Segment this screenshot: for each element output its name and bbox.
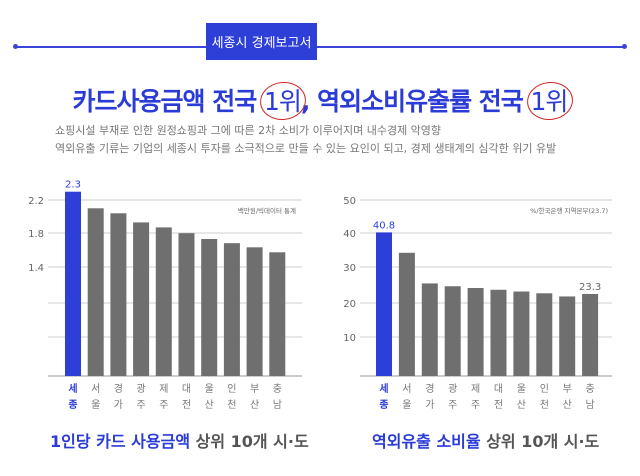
bar-서울	[87, 208, 104, 376]
bar-울산	[201, 239, 218, 376]
bar-울산	[513, 291, 530, 376]
description-line: 쇼핑시설 부재로 인한 원정쇼핑과 그에 따른 2차 소비가 이루어지며 내수경…	[55, 124, 442, 137]
rule-dot	[13, 44, 18, 49]
category-label: 제	[471, 383, 480, 395]
category-label: 울	[402, 399, 411, 411]
data-label: 2.3	[65, 180, 81, 191]
title-highlight: 역외유출 소비율	[372, 432, 481, 451]
rule-dot	[622, 44, 627, 49]
y-tick-label: 20	[343, 299, 356, 310]
category-label: 인	[540, 383, 549, 395]
bar-충남	[582, 293, 599, 376]
category-label: 충	[585, 383, 594, 395]
bar-세종	[376, 232, 392, 376]
category-label: 서	[402, 383, 411, 395]
title-rest: 상위 10개 시·도	[190, 432, 309, 451]
category-label: 주	[159, 400, 168, 411]
category-label: 제	[159, 383, 168, 395]
y-tick-label: 40	[343, 229, 356, 240]
source-note: 백만원/빅데이터 통계	[238, 206, 296, 215]
category-label: 산	[517, 399, 526, 411]
category-label: 천	[540, 399, 549, 411]
category-label: 울	[205, 383, 214, 395]
category-label: 산	[250, 399, 259, 411]
bar-인천	[223, 243, 240, 376]
bar-제주	[467, 288, 484, 376]
category-label: 산	[205, 399, 214, 411]
y-tick-label: 2.2	[28, 196, 44, 207]
bar-경기	[110, 213, 127, 376]
category-label: 대	[182, 383, 191, 395]
bar-인천	[536, 293, 553, 376]
category-label: 경	[114, 382, 123, 395]
category-label: 부	[250, 384, 259, 395]
category-label: 울	[91, 399, 100, 411]
category-label: 경	[425, 382, 434, 395]
category-label: 광	[448, 383, 457, 395]
bar-대전	[490, 289, 507, 376]
bar-경기	[421, 283, 438, 376]
bar-서울	[398, 252, 415, 376]
category-label: 인	[227, 383, 236, 395]
bar-부산	[559, 296, 576, 376]
category-label: 세	[379, 382, 388, 395]
category-label: 종	[68, 399, 77, 411]
data-label: 23.3	[579, 282, 601, 293]
bar-광주	[133, 222, 150, 376]
y-tick-label: 50	[343, 196, 356, 207]
headline: 카드사용금액 전국 1위, 역외소비유출률 전국 1위	[0, 82, 640, 118]
category-label: 가	[425, 399, 434, 411]
description-line: 역외유출 기류는 기업의 세종시 투자를 소극적으로 만들 수 있는 요인이 되…	[55, 142, 557, 155]
bar-제주	[155, 227, 172, 376]
category-label: 전	[494, 399, 503, 411]
y-tick-label: 1.8	[28, 229, 44, 240]
headline-part1: 카드사용금액 전국	[72, 87, 258, 116]
bar-대전	[178, 233, 195, 376]
chart-title-left: 1인당 카드 사용금액 상위 10개 시·도	[50, 428, 309, 452]
rank-circled: 1위	[531, 82, 569, 118]
category-label: 부	[563, 384, 572, 395]
y-tick-label: 1.4	[28, 263, 44, 274]
bar-세종	[65, 191, 81, 376]
category-label: 남	[273, 399, 282, 411]
category-label: 주	[448, 400, 457, 411]
category-label: 서	[91, 383, 100, 395]
source-note: %/한국은행 지역본부(23.7)	[530, 206, 608, 215]
category-label: 가	[114, 399, 123, 411]
bar-광주	[444, 286, 461, 376]
category-label: 대	[494, 383, 503, 395]
rank-circled: 1위	[264, 82, 302, 118]
category-label: 울	[517, 383, 526, 395]
category-label: 주	[136, 400, 145, 411]
header-rule	[15, 46, 625, 48]
category-label: 주	[471, 400, 480, 411]
bar-충남	[269, 252, 286, 376]
headline-part2: 역외소비유출률 전국	[309, 87, 524, 116]
report-badge: 세종시 경제보고서	[206, 23, 317, 60]
chart-title-right: 역외유출 소비율 상위 10개 시·도	[372, 428, 599, 452]
category-label: 전	[182, 399, 191, 411]
y-tick-label: 10	[343, 333, 356, 344]
category-label: 광	[136, 383, 145, 395]
category-label: 산	[563, 399, 572, 411]
category-label: 종	[379, 399, 388, 411]
category-label: 세	[68, 382, 77, 395]
title-rest: 상위 10개 시·도	[480, 432, 600, 451]
y-tick-label: 30	[343, 263, 356, 274]
category-label: 남	[585, 399, 594, 411]
category-label: 천	[227, 399, 236, 411]
title-highlight: 1인당 카드 사용금액	[50, 432, 191, 451]
data-label: 40.8	[373, 220, 395, 231]
category-label: 충	[273, 383, 282, 395]
bar-부산	[246, 247, 263, 376]
